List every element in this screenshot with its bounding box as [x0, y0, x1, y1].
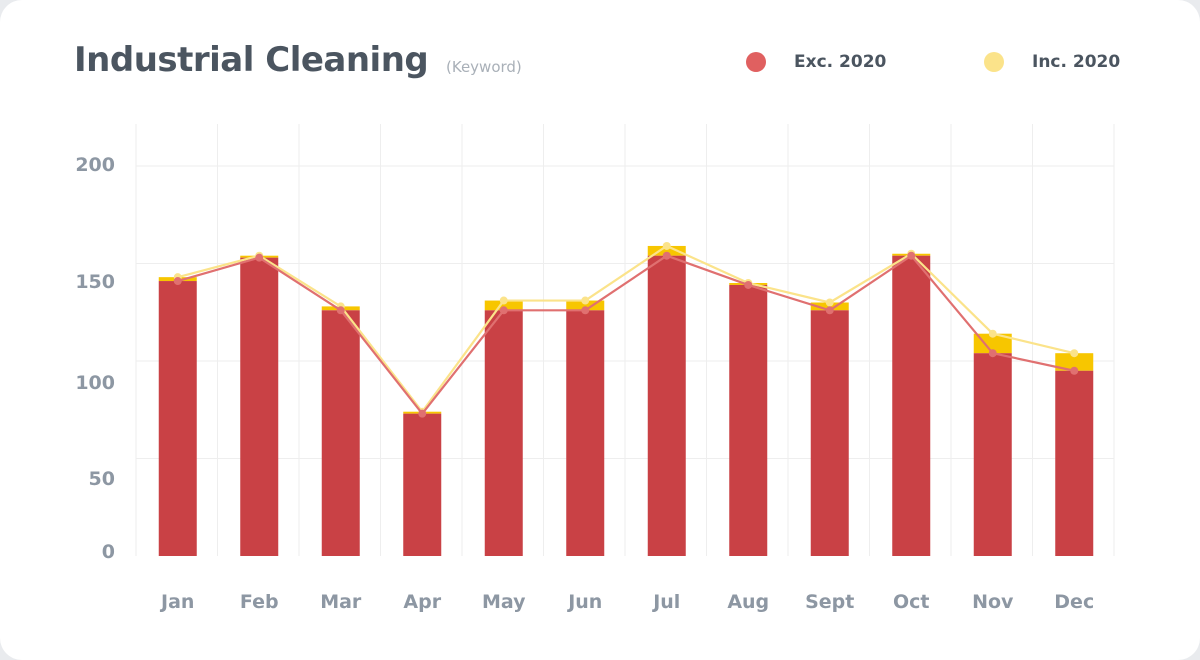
bar-exc-2020: [484, 310, 523, 556]
line-inc-2020-point: [581, 296, 590, 305]
legend-dot-exc-icon: [746, 52, 766, 72]
line-exc-2020-point: [173, 277, 182, 286]
legend-label-inc: Inc. 2020: [1032, 52, 1121, 72]
x-tick-label: Jul: [651, 591, 680, 613]
line-inc-2020-point: [662, 241, 671, 250]
x-tick-label: Jan: [159, 591, 194, 613]
line-inc-2020-point: [1070, 349, 1079, 358]
x-tick-label: Dec: [1054, 591, 1094, 613]
chart-title: Industrial Cleaning: [74, 40, 429, 80]
x-tick-label: May: [482, 591, 526, 613]
y-tick-label: 200: [75, 154, 115, 176]
line-inc-2020-point: [825, 298, 834, 307]
line-exc-2020-point: [255, 253, 264, 262]
bar-exc-2020: [321, 310, 360, 556]
bar-inc-2020: [566, 300, 605, 311]
bar-exc-2020: [892, 255, 931, 556]
line-inc-2020-point: [988, 329, 997, 338]
bar-exc-2020: [729, 284, 768, 556]
line-exc-2020-point: [1070, 366, 1079, 375]
line-exc-2020-point: [825, 306, 834, 315]
bar-inc-2020: [484, 300, 523, 311]
line-exc-2020-point: [499, 306, 508, 315]
legend-item-exc[interactable]: Exc. 2020: [746, 52, 886, 72]
bar-exc-2020: [973, 353, 1012, 556]
line-exc-2020-point: [418, 409, 427, 418]
line-exc-2020-point: [336, 306, 345, 315]
y-tick-label: 0: [102, 541, 115, 563]
line-inc-2020: [177, 244, 1075, 413]
chart-subtitle: (Keyword): [446, 58, 522, 76]
line-exc-2020-point: [988, 349, 997, 358]
legend-label-exc: Exc. 2020: [794, 52, 887, 72]
x-tick-label: Oct: [893, 591, 930, 613]
line-exc-2020-point: [744, 280, 753, 289]
bar-exc-2020: [566, 310, 605, 556]
bar-exc-2020: [158, 281, 197, 556]
x-tick-label: Apr: [403, 591, 441, 613]
bar-exc-2020: [403, 413, 442, 556]
bar-exc-2020: [1055, 370, 1094, 556]
x-tick-label: Nov: [972, 591, 1014, 613]
bar-exc-2020: [810, 310, 849, 556]
line-inc-2020-point: [499, 296, 508, 305]
x-tick-label: Mar: [320, 591, 362, 613]
x-tick-label: Sept: [805, 591, 854, 613]
bar-inc-2020: [1055, 353, 1094, 371]
x-tick-label: Jun: [566, 591, 602, 613]
line-exc-2020: [177, 254, 1075, 415]
bar-inc-2020: [973, 333, 1012, 354]
y-tick-label: 50: [89, 468, 115, 490]
line-exc-2020-point: [581, 306, 590, 315]
y-tick-label: 150: [75, 271, 115, 293]
x-tick-label: Feb: [240, 591, 279, 613]
line-exc-2020-point: [907, 251, 916, 260]
legend-dot-inc-icon: [984, 52, 1004, 72]
x-tick-label: Aug: [727, 591, 769, 613]
bar-exc-2020: [647, 255, 686, 556]
bar-inc-2020: [647, 245, 686, 256]
legend-item-inc[interactable]: Inc. 2020: [984, 52, 1120, 72]
bar-exc-2020: [240, 257, 279, 556]
line-exc-2020-point: [662, 251, 671, 260]
y-tick-label: 100: [75, 372, 115, 394]
